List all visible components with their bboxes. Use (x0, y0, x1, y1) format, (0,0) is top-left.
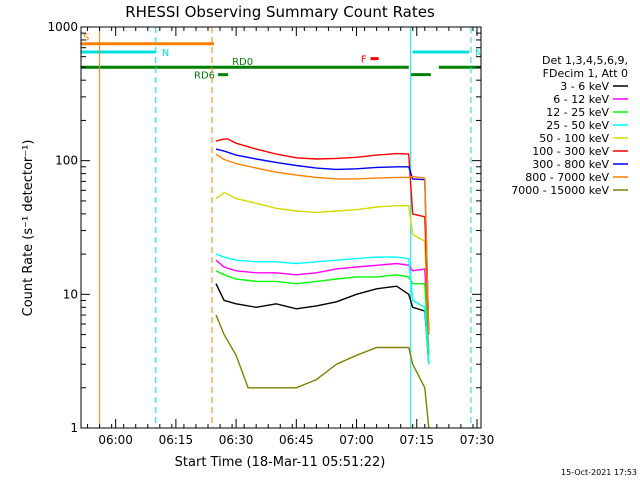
x-tick-label-4: 07:00 (339, 433, 374, 447)
series-line-1 (215, 259, 430, 356)
x-tick-label-0: 06:00 (98, 433, 133, 447)
legend-label-7: 800 - 7000 keV (525, 171, 609, 184)
flag-label-0: S (83, 33, 89, 44)
series-line-3 (215, 253, 430, 365)
flags-layer: S N N F RD0 RD6 (81, 33, 482, 82)
x-tick-label-6: 07:30 (460, 433, 495, 447)
series-layer (215, 138, 430, 429)
legend-label-1: 6 - 12 keV (553, 93, 609, 106)
axes-layer: 1 10 100 1000 06:00 06:15 06:30 06:45 07:00 07:15… (47, 20, 494, 447)
x-tick-label-3: 06:45 (279, 433, 314, 447)
series-line-5 (215, 138, 430, 335)
legend: Det 1,3,4,5,6,9,FDecim 1, Att 03 - 6 keV… (511, 54, 628, 197)
x-axis-label: Start Time (18-Mar-11 05:51:22) (175, 455, 386, 470)
series-line-7 (215, 153, 430, 335)
x-tick-label-2: 06:30 (219, 433, 254, 447)
legend-label-6: 300 - 800 keV (532, 158, 609, 171)
y-tick-label-3: 1000 (47, 20, 78, 34)
flag-label-1: N (162, 48, 169, 59)
y-tick-label-0: 1 (70, 421, 78, 435)
x-tick-label-5: 07:15 (399, 433, 434, 447)
legend-label-5: 100 - 300 keV (532, 145, 609, 158)
timestamp: 15-Oct-2021 17:53 (561, 468, 637, 477)
plot-frame (80, 26, 482, 429)
series-line-0 (215, 283, 430, 365)
legend-label-2: 12 - 25 keV (546, 106, 609, 119)
y-tick-label-1: 10 (63, 287, 78, 301)
series-line-8 (215, 314, 430, 429)
y-axis-label: Count Rate (s⁻¹ detector⁻¹) (21, 140, 36, 317)
flag-label-6: RD6 (194, 71, 215, 82)
chart-title: RHESSI Observing Summary Count Rates (125, 3, 435, 21)
x-tick-label-1: 06:15 (159, 433, 194, 447)
flag-label-2: N (475, 48, 482, 59)
y-tick-label-2: 100 (55, 154, 78, 168)
vlines-layer (99, 27, 472, 428)
legend-label-3: 25 - 50 keV (546, 119, 609, 132)
legend-header-0: Det 1,3,4,5,6,9, (542, 54, 628, 67)
legend-label-4: 50 - 100 keV (539, 132, 609, 145)
flag-label-4: RD0 (232, 57, 253, 68)
legend-header-1: FDecim 1, Att 0 (543, 67, 628, 80)
series-line-6 (215, 148, 430, 335)
legend-label-0: 3 - 6 keV (560, 80, 609, 93)
legend-label-8: 7000 - 15000 keV (511, 184, 609, 197)
flag-label-3: F (361, 55, 367, 66)
series-line-4 (215, 191, 430, 335)
